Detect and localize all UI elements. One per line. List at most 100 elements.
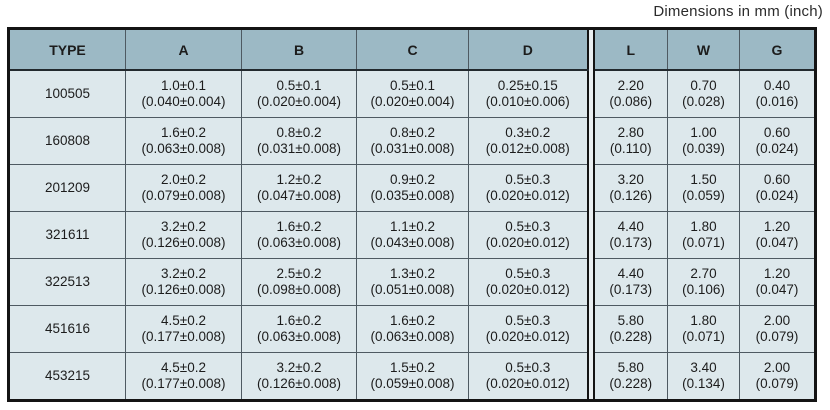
inch-value: (0.031±0.008) [370,141,455,156]
inch-value: (0.016) [755,94,799,109]
inch-value: (0.177±0.008) [141,329,226,344]
mm-value: 0.5±0.1 [276,77,322,93]
section-divider [586,164,595,212]
dim-w-cell: 0.70 (0.028) [667,69,740,118]
mm-value: 0.25±0.15 [497,77,558,93]
inch-value: (0.043±0.008) [370,235,455,250]
mm-value: 1.6±0.2 [276,312,322,328]
mm-value: 4.5±0.2 [161,359,206,375]
dim-b-cell: 1.6±0.2 (0.063±0.008) [241,305,357,353]
mm-value: 0.5±0.3 [505,265,551,281]
inch-value: (0.059) [682,188,725,203]
header-cell-g: G [739,28,816,71]
header-cell-b: B [241,28,357,71]
dim-d-cell: 0.5±0.3 (0.020±0.012) [468,305,588,353]
mm-value: 1.5±0.2 [390,359,435,375]
table-row: 322513 3.2±0.2 (0.126±0.008) 2.5±0.2 (0.09… [8,258,816,306]
inch-value: (0.010±0.006) [485,94,570,109]
mm-value: 5.80 [617,312,644,328]
inch-value: (0.024) [755,188,799,203]
dim-c-cell: 1.1±0.2 (0.043±0.008) [356,211,469,259]
mm-value: 3.2±0.2 [276,359,322,375]
table-header: TYPE A B C D L W G [8,28,816,71]
header-cell-c: C [356,28,469,71]
mm-value: 2.20 [617,77,644,93]
dim-g-cell: 1.20 (0.047) [739,258,816,306]
mm-value: 5.80 [617,359,644,375]
table-row: 453215 4.5±0.2 (0.177±0.008) 3.2±0.2 (0.12… [8,352,816,401]
dim-c-cell: 0.5±0.1 (0.020±0.004) [356,69,469,118]
inch-value: (0.047) [755,282,799,297]
inch-value: (0.086) [609,94,653,109]
mm-value: 4.5±0.2 [161,312,206,328]
mm-value: 4.40 [617,218,644,234]
dim-d-cell: 0.5±0.3 (0.020±0.012) [468,258,588,306]
dim-d-cell: 0.5±0.3 (0.020±0.012) [468,352,588,401]
inch-value: (0.020±0.004) [370,94,455,109]
type-cell: 100505 [8,69,126,118]
dim-w-cell: 1.80 (0.071) [667,305,740,353]
mm-value: 1.6±0.2 [390,312,435,328]
table-row: 321611 3.2±0.2 (0.126±0.008) 1.6±0.2 (0.06… [8,211,816,259]
dim-g-cell: 0.60 (0.024) [739,117,816,165]
dim-b-cell: 2.5±0.2 (0.098±0.008) [241,258,357,306]
mm-value: 3.40 [690,359,717,375]
inch-value: (0.012±0.008) [485,141,570,156]
dim-a-cell: 1.6±0.2 (0.063±0.008) [125,117,242,165]
type-cell: 160808 [8,117,126,165]
inch-value: (0.079) [755,376,799,391]
dim-c-cell: 1.3±0.2 (0.051±0.008) [356,258,469,306]
inch-value: (0.047±0.008) [257,188,341,203]
dim-d-cell: 0.3±0.2 (0.012±0.008) [468,117,588,165]
dim-w-cell: 1.00 (0.039) [667,117,740,165]
inch-value: (0.063±0.008) [141,141,226,156]
mm-value: 1.50 [690,171,717,187]
mm-value: 0.70 [690,77,717,93]
mm-value: 0.5±0.3 [505,171,551,187]
inch-value: (0.071) [682,235,725,250]
inch-value: (0.020±0.012) [485,329,570,344]
dim-b-cell: 1.6±0.2 (0.063±0.008) [241,211,357,259]
inch-value: (0.020±0.012) [485,235,570,250]
inch-value: (0.020±0.012) [485,282,570,297]
type-cell: 322513 [8,258,126,306]
inch-value: (0.126±0.008) [141,235,226,250]
mm-value: 1.80 [690,312,717,328]
dim-b-cell: 1.2±0.2 (0.047±0.008) [241,164,357,212]
dim-a-cell: 4.5±0.2 (0.177±0.008) [125,352,242,401]
mm-value: 0.5±0.3 [505,312,551,328]
inch-value: (0.173) [609,282,653,297]
dim-a-cell: 2.0±0.2 (0.079±0.008) [125,164,242,212]
inch-value: (0.106) [682,282,725,297]
inch-value: (0.024) [755,141,799,156]
dim-a-cell: 3.2±0.2 (0.126±0.008) [125,258,242,306]
dim-d-cell: 0.5±0.3 (0.020±0.012) [468,164,588,212]
mm-value: 2.00 [763,312,791,328]
dim-l-cell: 2.20 (0.086) [593,69,668,118]
mm-value: 1.6±0.2 [276,218,322,234]
dim-l-cell: 5.80 (0.228) [593,352,668,401]
mm-value: 1.1±0.2 [390,218,435,234]
inch-value: (0.031±0.008) [257,141,341,156]
mm-value: 1.20 [763,265,791,281]
dimensions-table: TYPE A B C D L W G 100505 1.0±0.1 (0.040±… [7,27,817,402]
mm-value: 0.60 [763,124,791,140]
units-caption: Dimensions in mm (inch) [653,3,823,20]
mm-value: 0.5±0.3 [505,218,551,234]
inch-value: (0.047) [755,235,799,250]
dim-l-cell: 5.80 (0.228) [593,305,668,353]
dim-a-cell: 4.5±0.2 (0.177±0.008) [125,305,242,353]
dim-g-cell: 0.40 (0.016) [739,69,816,118]
dim-b-cell: 0.5±0.1 (0.020±0.004) [241,69,357,118]
mm-value: 4.40 [617,265,644,281]
mm-value: 2.80 [617,124,644,140]
dim-c-cell: 0.8±0.2 (0.031±0.008) [356,117,469,165]
inch-value: (0.071) [682,329,725,344]
dim-g-cell: 2.00 (0.079) [739,305,816,353]
inch-value: (0.020±0.004) [257,94,341,109]
mm-value: 0.5±0.3 [505,359,551,375]
inch-value: (0.035±0.008) [370,188,455,203]
dim-c-cell: 0.9±0.2 (0.035±0.008) [356,164,469,212]
mm-value: 0.40 [763,77,791,93]
inch-value: (0.020±0.012) [485,376,570,391]
